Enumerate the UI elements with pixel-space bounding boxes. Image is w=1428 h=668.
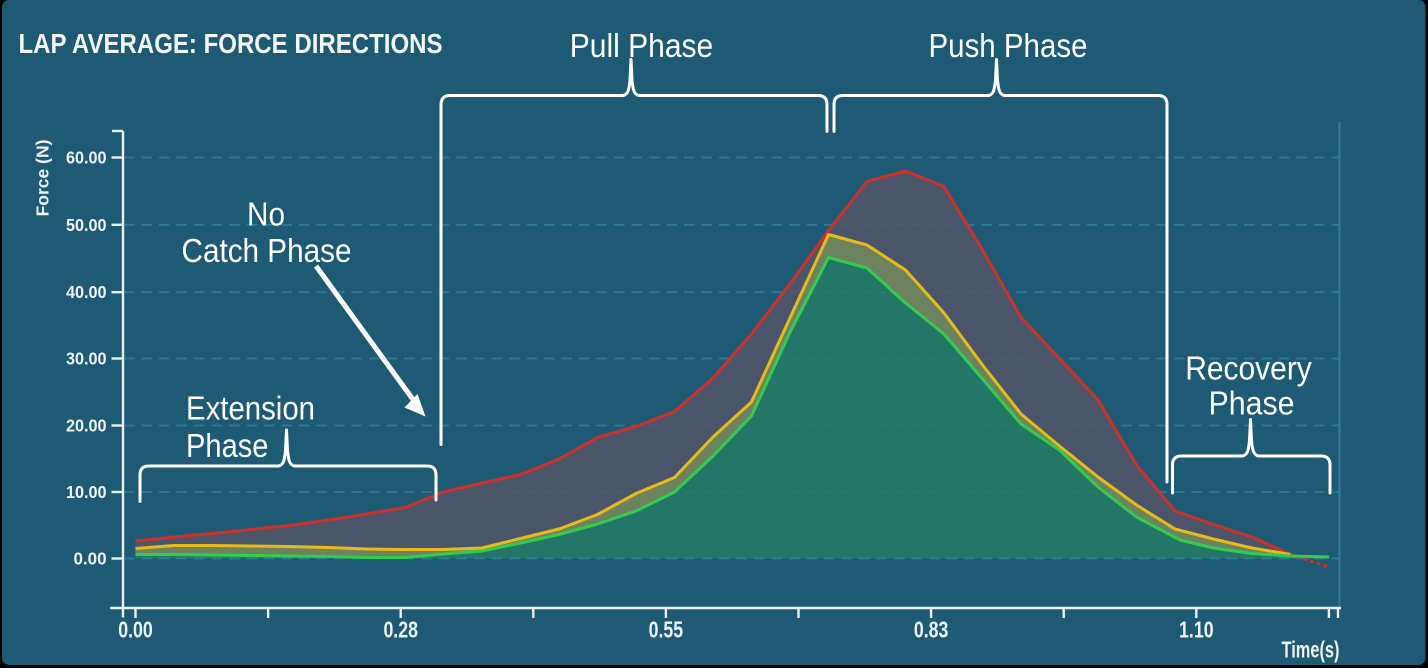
svg-text:Pull Phase: Pull Phase (570, 28, 714, 65)
svg-text:Force (N): Force (N) (33, 140, 53, 217)
svg-text:Phase: Phase (1209, 386, 1295, 423)
svg-text:20.00: 20.00 (66, 416, 107, 436)
svg-text:LAP AVERAGE: FORCE DIRECTIONS: LAP AVERAGE: FORCE DIRECTIONS (19, 28, 443, 59)
svg-text:Catch Phase: Catch Phase (182, 233, 352, 270)
svg-text:0.28: 0.28 (383, 617, 418, 643)
svg-text:0.83: 0.83 (914, 617, 949, 643)
svg-text:Recovery: Recovery (1185, 351, 1312, 388)
svg-text:Push Phase: Push Phase (929, 28, 1088, 65)
svg-text:0.00: 0.00 (74, 549, 107, 569)
svg-text:40.00: 40.00 (66, 282, 107, 302)
svg-text:0.00: 0.00 (118, 617, 153, 643)
svg-text:0.55: 0.55 (649, 617, 684, 643)
svg-text:Phase: Phase (186, 428, 269, 465)
svg-text:1.10: 1.10 (1179, 617, 1214, 643)
svg-text:Time(s): Time(s) (1282, 637, 1340, 663)
svg-text:30.00: 30.00 (66, 349, 107, 369)
svg-text:50.00: 50.00 (66, 215, 107, 235)
svg-text:Extension: Extension (186, 391, 315, 428)
svg-text:10.00: 10.00 (66, 482, 107, 502)
svg-text:No: No (247, 197, 285, 234)
svg-text:60.00: 60.00 (66, 148, 107, 168)
